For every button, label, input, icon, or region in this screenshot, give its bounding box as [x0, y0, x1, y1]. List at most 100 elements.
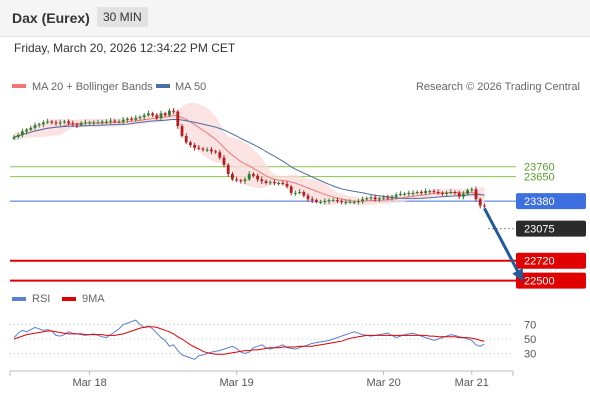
x-tick-label: Mar 19 [219, 377, 253, 389]
candle-body [424, 191, 427, 193]
candle-body [399, 193, 402, 195]
rsi-legend-swatch [12, 297, 26, 301]
ma50-legend-label: MA 50 [175, 81, 206, 93]
candle-body [336, 200, 339, 202]
candle-body [415, 192, 419, 194]
candle-body [25, 129, 28, 132]
copyright-text: Research © 2026 Trading Central [416, 81, 580, 93]
rsi-tick-label: 30 [524, 349, 536, 361]
candle-body [432, 191, 436, 193]
rsi-ma-line [13, 326, 485, 355]
candle-body [88, 122, 91, 124]
candle-body [407, 192, 411, 194]
ma50-legend-swatch [156, 84, 170, 88]
bollinger-band [14, 102, 485, 206]
candle-body [382, 197, 385, 199]
candle-body [180, 126, 184, 137]
candle-body [79, 123, 83, 126]
level-label-22720: 22720 [524, 256, 555, 268]
candle-body [445, 192, 448, 194]
forecast-arrow-shaft [483, 207, 524, 281]
candle-body [466, 190, 469, 194]
candle-body [390, 196, 394, 199]
candle-body [310, 199, 314, 201]
bollinger-band-area [14, 102, 485, 206]
candle-body [205, 149, 209, 151]
level-label-23760: 23760 [524, 162, 555, 174]
instrument-title: Dax (Eurex) [12, 10, 90, 26]
candle-body [327, 200, 331, 202]
candle-body [121, 119, 125, 122]
candle-body [285, 183, 289, 187]
candle-body [210, 149, 213, 152]
candle-body [214, 151, 217, 153]
candle-body [462, 193, 465, 197]
candle-body [84, 122, 87, 124]
candle-body [256, 175, 259, 180]
candle-body [323, 201, 327, 203]
candle-body [411, 192, 415, 194]
candle-body [470, 189, 474, 191]
x-tick-label: Mar 21 [455, 377, 489, 389]
candle-body [96, 122, 100, 124]
candle-body [352, 201, 356, 203]
candle-body [306, 195, 310, 200]
candle-body [394, 194, 398, 197]
candle-body [226, 164, 230, 174]
candle-body [273, 182, 276, 184]
candle-body [340, 201, 343, 203]
candle-body [42, 122, 45, 125]
rsi-ma-legend-label: 9MA [82, 293, 105, 305]
chart-datetime: Friday, March 20, 2026 12:34:22 PM CET [14, 41, 236, 55]
candle-body [441, 192, 444, 194]
timeframe-badge[interactable]: 30 MIN [97, 7, 148, 27]
candle-body [134, 117, 138, 120]
candle-body [235, 179, 238, 181]
candle-body [184, 136, 188, 143]
candle-body [474, 189, 478, 200]
candle-body [29, 127, 33, 130]
candle-body [75, 124, 79, 126]
candle-body [16, 135, 20, 137]
candle-body [117, 121, 121, 123]
level-box-22720 [516, 252, 586, 269]
candle-body [386, 197, 390, 199]
candle-body [264, 181, 268, 183]
rsi-tick-label: 50 [524, 334, 536, 346]
candle-body [302, 192, 306, 196]
candle-body [33, 125, 37, 128]
candle-body [420, 192, 423, 194]
candle-body [46, 121, 49, 123]
rsi-legend-label: RSI [32, 293, 50, 305]
candle-body [260, 179, 264, 182]
candle-body [172, 110, 175, 112]
candle-body [361, 199, 364, 202]
candle-body [239, 180, 243, 182]
candle-body [348, 201, 352, 203]
candle-body [147, 113, 150, 116]
forecast [483, 207, 524, 282]
candle-body [67, 121, 70, 124]
candle-body [319, 201, 322, 203]
candle-body [105, 121, 108, 123]
candle-body [113, 120, 117, 122]
candle-body [268, 182, 272, 184]
candle-body [281, 182, 285, 184]
candle-body [159, 113, 163, 118]
candle-body [21, 131, 24, 136]
candle-body [142, 115, 146, 118]
candle-body [155, 115, 159, 118]
candle-body [365, 198, 369, 200]
rsi-tick-label: 70 [524, 320, 536, 332]
candle-body [168, 110, 171, 116]
candle-body [71, 123, 75, 125]
candle-body [100, 121, 104, 123]
candle-body [478, 199, 482, 206]
candle-body [436, 192, 440, 194]
candle-body [331, 200, 335, 202]
level-label-22500: 22500 [524, 276, 555, 288]
candle-body [50, 121, 54, 123]
level-box-23380 [516, 193, 586, 210]
